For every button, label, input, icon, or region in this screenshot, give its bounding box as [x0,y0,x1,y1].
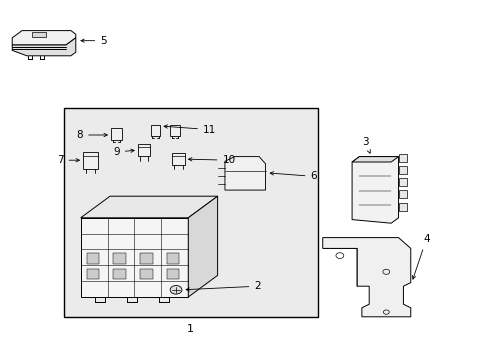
Text: 3: 3 [361,137,369,153]
Bar [167,269,179,279]
Polygon shape [224,157,265,190]
Text: 7: 7 [57,155,79,165]
Circle shape [170,285,182,294]
Bar [167,253,179,264]
Bar [86,269,99,279]
Bar [63,108,317,317]
Polygon shape [150,125,160,136]
Bar [86,253,99,264]
Bar [140,253,152,264]
Polygon shape [170,125,180,136]
Bar [398,154,407,162]
Bar [113,253,125,264]
Polygon shape [322,238,410,317]
Text: 2: 2 [186,281,261,291]
Bar [140,269,152,279]
Polygon shape [351,157,398,162]
Polygon shape [138,144,150,157]
Polygon shape [351,157,398,223]
Text: 8: 8 [76,130,107,140]
Text: 5: 5 [81,36,107,46]
Bar [32,32,46,37]
Bar [398,190,407,198]
Polygon shape [12,38,76,56]
Text: 1: 1 [187,324,194,334]
Text: 4: 4 [411,234,429,279]
Bar [113,269,125,279]
Text: 9: 9 [113,147,134,157]
Polygon shape [188,196,217,297]
Polygon shape [172,153,184,165]
Polygon shape [12,31,76,45]
Bar [398,178,407,186]
Polygon shape [83,152,98,169]
Bar [398,166,407,174]
Polygon shape [81,218,188,297]
Text: 10: 10 [188,155,235,165]
Bar [398,203,407,211]
Polygon shape [111,128,122,140]
Text: 6: 6 [270,171,317,181]
Text: 11: 11 [164,125,216,135]
Polygon shape [81,196,217,218]
